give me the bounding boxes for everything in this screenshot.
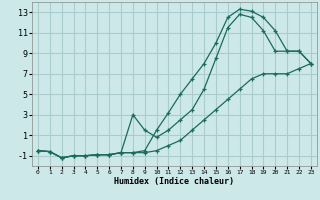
X-axis label: Humidex (Indice chaleur): Humidex (Indice chaleur) xyxy=(115,177,234,186)
